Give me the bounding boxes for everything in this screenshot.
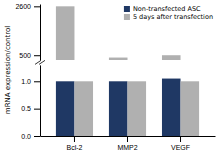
tick: 0.5 bbox=[21, 105, 40, 112]
bar-series bbox=[56, 79, 181, 136]
tick-label: 1.0 bbox=[21, 78, 31, 85]
tick-label: 0.5 bbox=[21, 105, 31, 112]
tick-label: 500 bbox=[19, 52, 31, 59]
x-axis: Bcl-2 MMP2 VEGF bbox=[41, 136, 216, 150]
tick-label: VEGF bbox=[171, 144, 190, 150]
tick-mark bbox=[34, 6, 40, 7]
bar bbox=[74, 81, 93, 136]
tick-mark bbox=[34, 55, 40, 56]
axis-break bbox=[35, 60, 45, 64]
panel: 0.0 0.5 1.0 Bcl-2 MMP2 VEGF bbox=[21, 65, 215, 150]
axis-line bbox=[40, 5, 41, 61]
tick-mark bbox=[180, 136, 181, 142]
tick: 2600 bbox=[15, 3, 40, 10]
legend-label: Non-transfected ASC bbox=[133, 5, 201, 13]
tick-mark bbox=[34, 81, 40, 82]
y-label: mRNA expression/control bbox=[4, 26, 12, 114]
bar bbox=[181, 81, 200, 136]
bar bbox=[128, 81, 147, 136]
tick: MMP2 bbox=[117, 136, 137, 150]
y-axis: 0.0 0.5 1.0 bbox=[21, 65, 40, 139]
bar-series bbox=[74, 81, 199, 136]
bars bbox=[56, 79, 199, 136]
axis-line bbox=[40, 65, 41, 136]
tick: VEGF bbox=[171, 136, 190, 150]
bar bbox=[56, 81, 75, 136]
tick: 0.0 bbox=[21, 133, 40, 140]
legend-item: 5 days after transfection bbox=[124, 13, 213, 21]
bar bbox=[109, 58, 128, 60]
y-axis: 500 2600 bbox=[15, 3, 40, 60]
tick-mark bbox=[34, 136, 40, 137]
tick-mark bbox=[34, 109, 40, 110]
bar bbox=[162, 79, 181, 136]
tick-label: Bcl-2 bbox=[66, 144, 82, 150]
bar bbox=[56, 6, 75, 60]
legend-label: 5 days after transfection bbox=[133, 13, 213, 21]
chart: 500 2600 0.0 0.5 1.0 Bcl-2 MMP2 VEGF mRNA expres… bbox=[0, 0, 221, 150]
bar bbox=[162, 55, 181, 60]
tick: Bcl-2 bbox=[66, 136, 82, 150]
legend-item: Non-transfected ASC bbox=[124, 5, 201, 13]
tick-mark bbox=[74, 136, 75, 142]
tick: 1.0 bbox=[21, 78, 40, 85]
tick: 500 bbox=[19, 52, 40, 59]
legend-swatch bbox=[124, 14, 130, 20]
legend: Non-transfected ASC5 days after transfec… bbox=[124, 5, 213, 21]
tick-label: 2600 bbox=[15, 3, 31, 10]
break-mark bbox=[39, 60, 45, 64]
legend-swatch bbox=[124, 6, 130, 12]
tick-mark bbox=[127, 136, 128, 142]
bar bbox=[109, 81, 128, 136]
tick-label: 0.0 bbox=[21, 133, 31, 140]
tick-label: MMP2 bbox=[117, 144, 137, 150]
